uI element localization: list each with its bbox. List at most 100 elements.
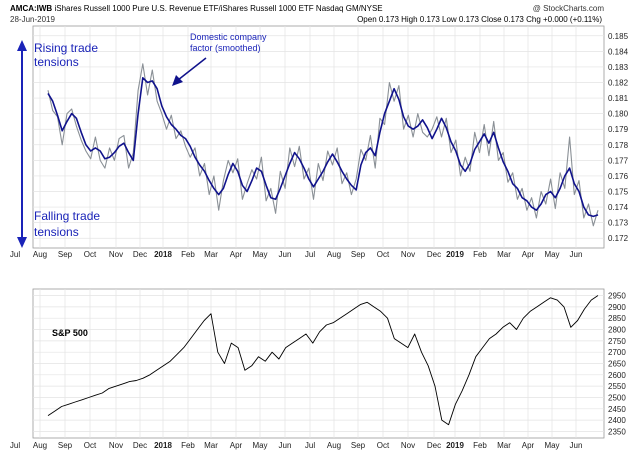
ticker-symbol: AMCA:IWB xyxy=(10,4,53,13)
ratio-x-tick-label: Dec xyxy=(133,250,147,259)
sp500-y-tick-label: 2350 xyxy=(608,427,626,436)
callout-arrow-shaft xyxy=(177,57,207,81)
sp500-x-tick-label: Nov xyxy=(401,441,415,450)
ratio-x-tick-label: Nov xyxy=(109,250,123,259)
sp500-y-tick-label: 2750 xyxy=(608,337,626,346)
ratio-y-tick-label: 0.180 xyxy=(608,110,629,119)
ratio-y-tick-label: 0.183 xyxy=(608,63,629,72)
ratio-y-tick-label: 0.181 xyxy=(608,94,629,103)
ratio-x-tick-label: Apr xyxy=(522,250,535,259)
ratio-x-tick-label: 2019 xyxy=(446,250,464,259)
sp500-y-tick-label: 2500 xyxy=(608,393,626,402)
sp500-x-tick-label: Jun xyxy=(279,441,292,450)
sp500-x-tick-label: 2018 xyxy=(154,441,172,450)
ratio-x-tick-label: Feb xyxy=(181,250,195,259)
sp500-y-tick-label: 2800 xyxy=(608,326,626,335)
sp500-x-tick-label: Feb xyxy=(181,441,195,450)
ratio-x-tick-label: Aug xyxy=(327,250,341,259)
ratio-y-tick-label: 0.173 xyxy=(608,219,629,228)
ratio-x-tick-label: Jul xyxy=(305,250,315,259)
ratio-y-tick-label: 0.185 xyxy=(608,32,629,41)
sp500-label: S&P 500 xyxy=(52,328,88,338)
sp500-y-tick-label: 2950 xyxy=(608,292,626,301)
ohlc-readout: Open 0.173 High 0.173 Low 0.173 Close 0.… xyxy=(357,15,602,24)
sp500-y-tick-label: 2400 xyxy=(608,416,626,425)
sp500-panel: 2950 2900 2850 2800 2750 2700 2650 2600 2550 2500… xyxy=(10,288,626,450)
annotations: Rising trade tensions Falling trade tens… xyxy=(17,32,267,338)
ratio-x-tick-label: Mar xyxy=(497,250,511,259)
ratio-x-tick-label: May xyxy=(252,250,267,259)
sp500-x-tick-label: Sep xyxy=(351,441,366,450)
exchange-label: Nasdaq GM/NYSE xyxy=(315,4,383,13)
chart-header-title: AMCA:IWB iShares Russell 1000 Pure U.S. … xyxy=(10,4,383,13)
sp500-x-tick-label: Oct xyxy=(377,441,390,450)
falling-label-2: tensions xyxy=(34,225,79,239)
sp500-x-tick-label: Oct xyxy=(84,441,97,450)
ratio-y-tick-label: 0.172 xyxy=(608,234,629,243)
sp500-x-tick-label: Nov xyxy=(109,441,123,450)
ratio-y-tick-label: 0.178 xyxy=(608,141,629,150)
ratio-x-tick-label: Sep xyxy=(58,250,73,259)
ratio-y-tick-label: 0.174 xyxy=(608,203,629,212)
sp500-y-tick-label: 2450 xyxy=(608,405,626,414)
ratio-x-tick-label: Oct xyxy=(377,250,390,259)
arrow-down-head-icon xyxy=(17,237,27,248)
sp500-x-tick-label: Apr xyxy=(230,441,243,450)
sp500-x-tick-label: Feb xyxy=(473,441,487,450)
sp500-x-tick-label: Mar xyxy=(204,441,218,450)
sp500-x-tick-label: Dec xyxy=(133,441,147,450)
ratio-x-tick-label: Dec xyxy=(427,250,441,259)
sp500-x-tick-label: May xyxy=(544,441,559,450)
domestic-label-2: factor (smoothed) xyxy=(190,43,261,53)
domestic-label-1: Domestic company xyxy=(190,32,267,42)
sp500-x-tick-label: Jul xyxy=(305,441,315,450)
sp500-y-tick-label: 2650 xyxy=(608,360,626,369)
ratio-y-tick-label: 0.179 xyxy=(608,125,629,134)
sp500-x-tick-label: Aug xyxy=(327,441,341,450)
ratio-x-tick-label: 2018 xyxy=(154,250,172,259)
ratio-y-tick-label: 0.177 xyxy=(608,156,629,165)
sp500-y-tick-label: 2550 xyxy=(608,382,626,391)
ticker-description: iShares Russell 1000 Pure U.S. Revenue E… xyxy=(54,4,314,13)
sp500-x-tick-label: Sep xyxy=(58,441,73,450)
callout-arrow-head-icon xyxy=(172,75,183,86)
ratio-x-tick-label: Jul xyxy=(10,250,20,259)
sp500-x-tick-label: 2019 xyxy=(446,441,464,450)
sp500-y-tick-label: 2900 xyxy=(608,303,626,312)
sp500-x-tick-label: Jul xyxy=(10,441,20,450)
ratio-y-tick-label: 0.184 xyxy=(608,47,629,56)
stockcharts-brand: @ StockCharts.com xyxy=(532,4,604,13)
ratio-x-tick-label: Oct xyxy=(84,250,97,259)
ratio-x-tick-label: Jun xyxy=(279,250,292,259)
sp500-y-tick-label: 2600 xyxy=(608,371,626,380)
ratio-x-tick-label: Sep xyxy=(351,250,366,259)
ratio-panel: 0.185 0.184 0.183 0.182 0.181 0.180 0.179 0.178… xyxy=(10,25,629,259)
sp500-x-tick-label: Jun xyxy=(570,441,583,450)
ratio-plot-frame xyxy=(32,25,605,249)
ratio-x-tick-label: Mar xyxy=(204,250,218,259)
ratio-y-tick-label: 0.182 xyxy=(608,79,629,88)
falling-label-1: Falling trade xyxy=(34,209,100,223)
sp500-x-tick-label: Apr xyxy=(522,441,535,450)
ratio-series-line-0 xyxy=(47,77,599,218)
arrow-up-head-icon xyxy=(17,40,27,51)
ratio-y-tick-label: 0.176 xyxy=(608,172,629,181)
ratio-x-tick-label: Nov xyxy=(401,250,415,259)
sp500-x-tick-label: Mar xyxy=(497,441,511,450)
ratio-series-line-1 xyxy=(47,63,599,227)
chart-date: 28-Jun-2019 xyxy=(10,15,55,24)
ratio-x-tick-label: May xyxy=(544,250,559,259)
ratio-x-tick-label: Apr xyxy=(230,250,243,259)
ratio-x-tick-label: Jun xyxy=(570,250,583,259)
rising-label-2: tensions xyxy=(34,55,79,69)
sp500-x-tick-label: Dec xyxy=(427,441,441,450)
ratio-y-tick-label: 0.175 xyxy=(608,188,629,197)
rising-label-1: Rising trade xyxy=(34,41,98,55)
sp500-series-line-0 xyxy=(47,295,599,426)
sp500-x-tick-label: May xyxy=(252,441,267,450)
sp500-x-tick-label: Aug xyxy=(33,441,47,450)
ratio-x-tick-label: Aug xyxy=(33,250,47,259)
ratio-x-tick-label: Feb xyxy=(473,250,487,259)
sp500-y-tick-label: 2850 xyxy=(608,314,626,323)
